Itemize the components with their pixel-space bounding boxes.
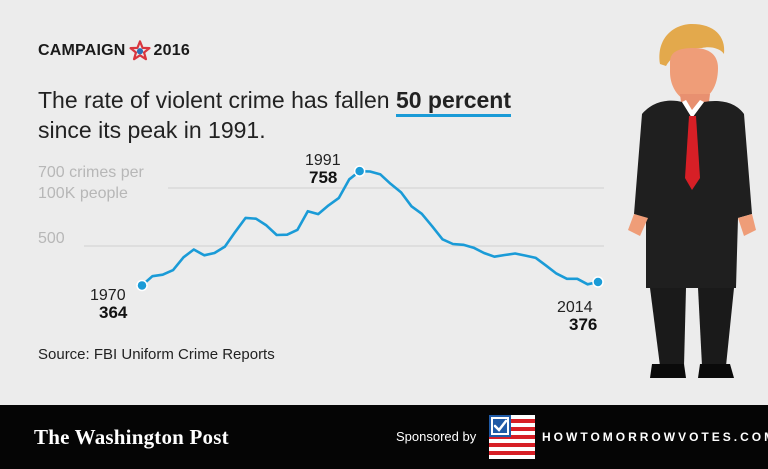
checkbox-flag-icon[interactable] xyxy=(489,415,535,459)
brand-year-text: 2016 xyxy=(153,42,190,59)
annotation-1970-year: 1970 xyxy=(90,287,126,304)
headline: The rate of violent crime has fallen 50 … xyxy=(38,85,598,145)
annotation-1970-value: 364 xyxy=(99,303,128,322)
y-tick-label-500: 500 xyxy=(38,230,65,247)
footer-bar: The Washington Post Sponsored by HOWTOMO… xyxy=(0,405,768,469)
sponsor-url-link[interactable]: HOWTOMORROWVOTES.COM xyxy=(542,430,768,444)
headline-highlight: 50 percent xyxy=(395,87,512,117)
point-1970 xyxy=(136,279,148,292)
annotation-2014-value: 376 xyxy=(569,315,597,334)
y-axis-label-line-1: 700 crimes per xyxy=(38,164,144,181)
campaign-star-icon xyxy=(128,40,151,61)
sponsored-by-label: Sponsored by xyxy=(396,429,477,444)
washington-post-logo[interactable]: The Washington Post xyxy=(34,425,229,449)
annotation-2014-year: 2014 xyxy=(557,299,593,316)
annotation-1991-value: 758 xyxy=(309,168,337,187)
headline-lead: The rate of violent crime has fallen xyxy=(38,87,396,113)
y-axis-label-line-2: 100K people xyxy=(38,185,128,202)
headline-tail: since its peak in 1991. xyxy=(38,117,266,143)
candidate-illustration xyxy=(628,24,756,378)
series-line-violent-crime xyxy=(140,169,600,287)
campaign-2016-brand: CAMPAIGN 2016 xyxy=(38,40,190,62)
point-1991-peak xyxy=(353,165,366,177)
brand-campaign-text: CAMPAIGN xyxy=(38,42,126,59)
annotation-1991-year: 1991 xyxy=(305,152,341,169)
point-2014 xyxy=(592,276,604,288)
source-note: Source: FBI Uniform Crime Reports xyxy=(38,346,275,363)
crime-rate-line-chart: 700 crimes per 100K people 500 1970 364 … xyxy=(38,152,604,334)
